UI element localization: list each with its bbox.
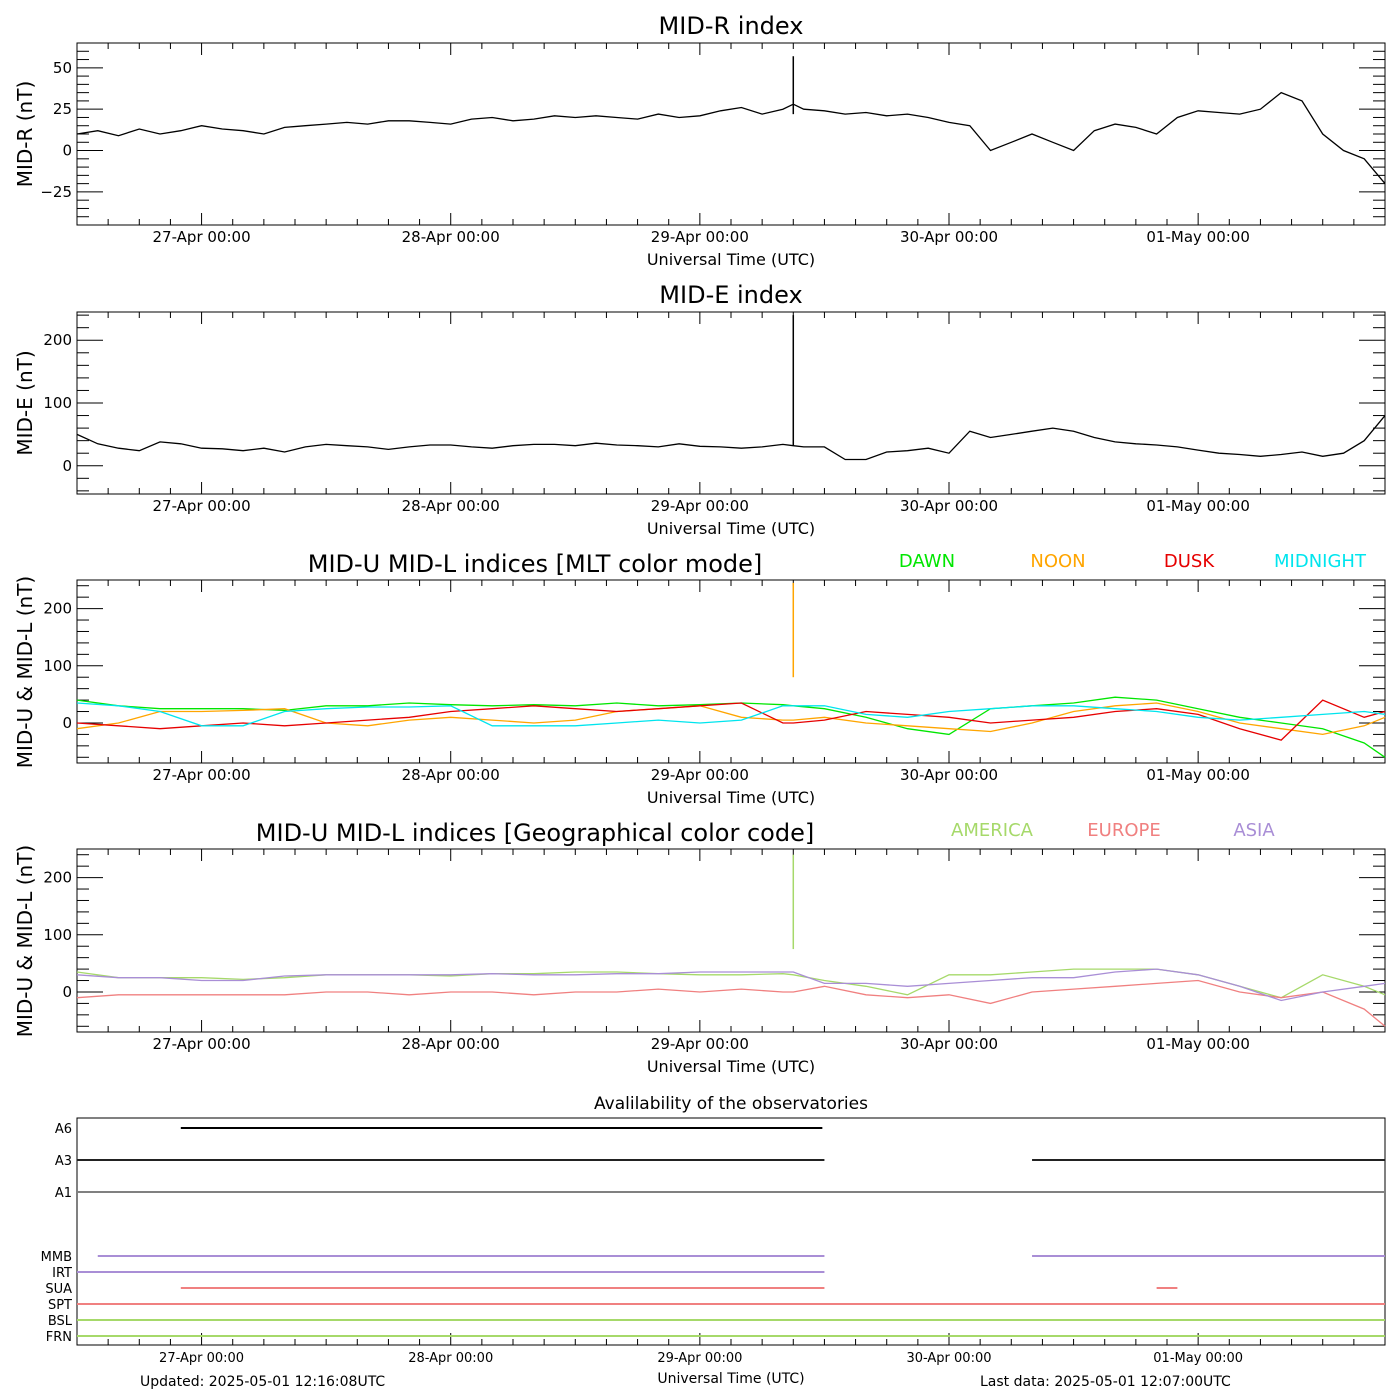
x-tick-label: 30-Apr 00:00	[900, 766, 998, 784]
legend-entry: AMERICA	[951, 820, 1034, 841]
row-label: FRN	[46, 1330, 72, 1345]
x-tick-label: 28-Apr 00:00	[402, 497, 500, 515]
x-tick-label: 01-May 00:00	[1146, 228, 1250, 246]
y-tick-label: 0	[62, 142, 72, 160]
series-line	[76, 696, 1386, 758]
row-label: BSL	[48, 1314, 73, 1329]
plot-area: 27-Apr 00:00 28-Apr 00:00 29-Apr 00:00 30-A…	[41, 1117, 1386, 1366]
x-tick-label: 29-Apr 00:00	[651, 497, 749, 515]
x-tick-label: 28-Apr 00:00	[402, 228, 500, 246]
plot-area: 27-Apr 00:00 28-Apr 00:00 29-Apr 00:00 30-A…	[43, 579, 1386, 784]
updated-timestamp: Updated: 2025-05-01 12:16:08UTC	[140, 1374, 385, 1390]
y-tick-label: 0	[62, 983, 72, 1001]
series-line	[76, 979, 1386, 1027]
x-tick-label: 01-May 00:00	[1146, 1035, 1250, 1053]
row-label: A6	[55, 1122, 72, 1137]
chart-title: MID-R index	[659, 12, 804, 40]
x-tick-label: 28-Apr 00:00	[402, 1035, 500, 1053]
y-tick-label: 100	[43, 394, 72, 412]
series-line	[76, 415, 1386, 461]
y-tick-label: 100	[43, 657, 72, 675]
y-tick-label: 0	[62, 457, 72, 475]
row-label: IRT	[52, 1266, 72, 1281]
y-tick-label: 0	[62, 714, 72, 732]
y-axis-label: MID-R (nT)	[13, 81, 37, 188]
x-tick-label: 29-Apr 00:00	[651, 228, 749, 246]
x-tick-label: 27-Apr 00:00	[153, 766, 251, 784]
y-axis-label: MID-E (nT)	[13, 350, 37, 455]
legend-entry: MIDNIGHT	[1274, 551, 1367, 572]
x-tick-label: 27-Apr 00:00	[153, 228, 251, 246]
series-line	[76, 702, 1386, 727]
availability-panel: Avalilability of the observatories Unive…	[41, 1094, 1386, 1387]
row-label: A3	[55, 1154, 72, 1169]
x-tick-label: 01-May 00:00	[1146, 766, 1250, 784]
y-tick-label: 200	[43, 600, 72, 618]
x-tick-label: 27-Apr 00:00	[159, 1351, 244, 1366]
x-tick-label: 27-Apr 00:00	[153, 497, 251, 515]
y-tick-label: 200	[43, 331, 72, 349]
last-data-timestamp: Last data: 2025-05-01 12:07:00UTC	[980, 1374, 1231, 1390]
series-line	[76, 968, 1386, 1002]
series-line	[76, 91, 1386, 185]
chart-title: MID-U MID-L indices [MLT color mode]	[308, 550, 763, 578]
legend-entry: DAWN	[899, 551, 955, 572]
legend-entry: DUSK	[1164, 551, 1215, 572]
x-tick-label: 30-Apr 00:00	[900, 228, 998, 246]
mid-e-panel: MID-E index MID-E (nT) Universal Time (U…	[13, 281, 1386, 538]
row-label: A1	[55, 1186, 72, 1201]
x-tick-label: 01-May 00:00	[1146, 497, 1250, 515]
x-axis-label: Universal Time (UTC)	[647, 1057, 815, 1076]
y-axis-label: MID-U & MID-L (nT)	[13, 576, 37, 769]
mid-r-panel: MID-R index MID-R (nT) Universal Time (U…	[13, 12, 1386, 269]
legend-entry: EUROPE	[1087, 820, 1160, 841]
chart-title: MID-U MID-L indices [Geographical color …	[256, 819, 814, 847]
row-label: SPT	[48, 1298, 72, 1313]
x-tick-label: 30-Apr 00:00	[906, 1351, 991, 1366]
y-tick-label: 100	[43, 926, 72, 944]
y-tick-label: 25	[53, 100, 72, 118]
row-label: MMB	[41, 1250, 72, 1265]
x-tick-label: 27-Apr 00:00	[153, 1035, 251, 1053]
x-tick-label: 28-Apr 00:00	[402, 766, 500, 784]
x-axis-label: Universal Time (UTC)	[647, 788, 815, 807]
chart-title: Avalilability of the observatories	[594, 1094, 868, 1114]
x-tick-label: 01-May 00:00	[1153, 1351, 1243, 1366]
mid-u-l-mlt-panel: MID-U MID-L indices [MLT color mode] MID…	[13, 550, 1386, 807]
plot-area: 27-Apr 00:00 28-Apr 00:00 29-Apr 00:00 30-A…	[43, 848, 1386, 1053]
x-tick-label: 29-Apr 00:00	[657, 1351, 742, 1366]
legend-entry: ASIA	[1233, 820, 1275, 841]
x-axis-label: Universal Time (UTC)	[657, 1371, 804, 1387]
x-tick-label: 28-Apr 00:00	[408, 1351, 493, 1366]
legend-entry: NOON	[1030, 551, 1085, 572]
series-line	[76, 702, 1386, 736]
x-tick-label: 29-Apr 00:00	[651, 1035, 749, 1053]
x-tick-label: 30-Apr 00:00	[900, 497, 998, 515]
plot-area: 27-Apr 00:00 28-Apr 00:00 29-Apr 00:00 30-A…	[43, 311, 1386, 515]
y-tick-label: 50	[53, 59, 72, 77]
x-axis-label: Universal Time (UTC)	[647, 250, 815, 269]
row-label: SUA	[45, 1282, 72, 1297]
x-tick-label: 29-Apr 00:00	[651, 766, 749, 784]
y-tick-label: 200	[43, 869, 72, 887]
x-axis-label: Universal Time (UTC)	[647, 519, 815, 538]
mid-u-l-geo-panel: MID-U MID-L indices [Geographical color …	[13, 819, 1386, 1076]
y-tick-label: −25	[40, 183, 72, 201]
chart-title: MID-E index	[659, 281, 802, 309]
plot-area: 27-Apr 00:00 28-Apr 00:00 29-Apr 00:00 30-A…	[40, 42, 1386, 246]
y-axis-label: MID-U & MID-L (nT)	[13, 845, 37, 1038]
x-tick-label: 30-Apr 00:00	[900, 1035, 998, 1053]
